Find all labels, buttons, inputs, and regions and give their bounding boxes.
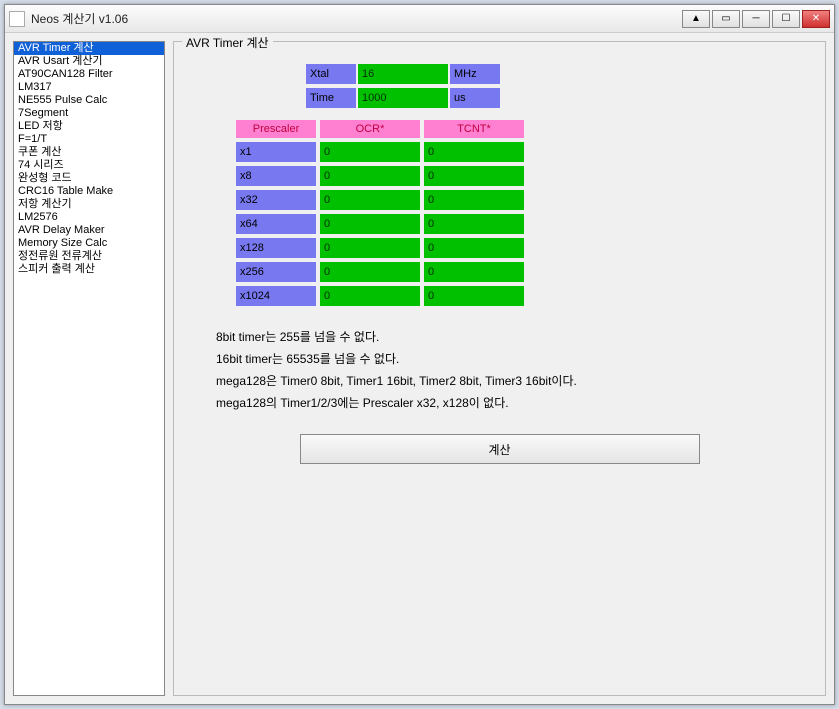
tcnt-cell: 0 xyxy=(424,142,524,162)
xtal-input[interactable] xyxy=(358,64,448,84)
note-line: 16bit timer는 65535를 넘을 수 없다. xyxy=(216,348,793,370)
main-panel: AVR Timer 계산 Xtal MHz Time us Pre xyxy=(173,41,826,696)
tcnt-cell: 0 xyxy=(424,262,524,282)
close-button[interactable]: ✕ xyxy=(802,10,830,28)
ocr-cell: 0 xyxy=(320,262,420,282)
app-window: Neos 계산기 v1.06 ▲ ▭ ─ ☐ ✕ AVR Timer 계산AVR… xyxy=(4,4,835,705)
app-icon xyxy=(9,11,25,27)
sidebar-item[interactable]: Memory Size Calc xyxy=(14,237,164,250)
tcnt-cell: 0 xyxy=(424,238,524,258)
sidebar-item[interactable]: 완성형 코드 xyxy=(14,172,164,185)
groupbox-legend: AVR Timer 계산 xyxy=(182,34,273,51)
tcnt-cell: 0 xyxy=(424,190,524,210)
time-row: Time us xyxy=(306,88,793,108)
sidebar-item[interactable]: 쿠폰 계산 xyxy=(14,146,164,159)
sidebar-item[interactable]: NE555 Pulse Calc xyxy=(14,94,164,107)
ocr-cell: 0 xyxy=(320,142,420,162)
sidebar-item[interactable]: CRC16 Table Make xyxy=(14,185,164,198)
sidebar-item[interactable]: AVR Usart 계산기 xyxy=(14,55,164,68)
window-title: Neos 계산기 v1.06 xyxy=(31,10,682,27)
sidebar-item[interactable]: 74 시리즈 xyxy=(14,159,164,172)
note-line: 8bit timer는 255를 넘을 수 없다. xyxy=(216,326,793,348)
note-line: mega128은 Timer0 8bit, Timer1 16bit, Time… xyxy=(216,370,793,392)
maximize-button[interactable]: ☐ xyxy=(772,10,800,28)
table-row: x12800 xyxy=(236,238,793,258)
xtal-unit: MHz xyxy=(450,64,500,84)
prescaler-cell: x128 xyxy=(236,238,316,258)
sidebar-item[interactable]: AT90CAN128 Filter xyxy=(14,68,164,81)
ocr-cell: 0 xyxy=(320,214,420,234)
tcnt-cell: 0 xyxy=(424,286,524,306)
sidebar-item[interactable]: 7Segment xyxy=(14,107,164,120)
content-area: AVR Timer 계산AVR Usart 계산기AT90CAN128 Filt… xyxy=(5,33,834,704)
titlebar-buttons: ▲ ▭ ─ ☐ ✕ xyxy=(682,10,830,28)
sidebar-item[interactable]: LED 저항 xyxy=(14,120,164,133)
sidebar-item[interactable]: AVR Timer 계산 xyxy=(14,42,164,55)
table-header-row: Prescaler OCR* TCNT* xyxy=(236,120,793,138)
sidebar-item[interactable]: 스피커 출력 계산 xyxy=(14,263,164,276)
sidebar-item[interactable]: LM2576 xyxy=(14,211,164,224)
form-area: Xtal MHz Time us Prescaler OCR* TCNT* xyxy=(186,54,813,474)
time-label: Time xyxy=(306,88,356,108)
header-prescaler: Prescaler xyxy=(236,120,316,138)
ocr-cell: 0 xyxy=(320,286,420,306)
xtal-row: Xtal MHz xyxy=(306,64,793,84)
sidebar-item[interactable]: AVR Delay Maker xyxy=(14,224,164,237)
groupbox: AVR Timer 계산 Xtal MHz Time us Pre xyxy=(173,41,826,696)
sidebar-item[interactable]: 정전류원 전류계산 xyxy=(14,250,164,263)
header-tcnt: TCNT* xyxy=(424,120,524,138)
xtal-label: Xtal xyxy=(306,64,356,84)
time-unit: us xyxy=(450,88,500,108)
note-line: mega128의 Timer1/2/3에는 Prescaler x32, x12… xyxy=(216,392,793,414)
time-input[interactable] xyxy=(358,88,448,108)
table-row: x3200 xyxy=(236,190,793,210)
prescaler-cell: x1 xyxy=(236,142,316,162)
sidebar-item[interactable]: F=1/T xyxy=(14,133,164,146)
sidebar-item[interactable]: 저항 계산기 xyxy=(14,198,164,211)
table-row: x6400 xyxy=(236,214,793,234)
rollup-button[interactable]: ▲ xyxy=(682,10,710,28)
tcnt-cell: 0 xyxy=(424,214,524,234)
notes-area: 8bit timer는 255를 넘을 수 없다.16bit timer는 65… xyxy=(216,326,793,414)
sidebar-item[interactable]: LM317 xyxy=(14,81,164,94)
ocr-cell: 0 xyxy=(320,166,420,186)
prescaler-cell: x32 xyxy=(236,190,316,210)
table-row: x102400 xyxy=(236,286,793,306)
table-row: x25600 xyxy=(236,262,793,282)
prescaler-cell: x256 xyxy=(236,262,316,282)
table-row: x100 xyxy=(236,142,793,162)
sidebar-list[interactable]: AVR Timer 계산AVR Usart 계산기AT90CAN128 Filt… xyxy=(13,41,165,696)
ocr-cell: 0 xyxy=(320,238,420,258)
prescaler-cell: x64 xyxy=(236,214,316,234)
table-row: x800 xyxy=(236,166,793,186)
titlebar: Neos 계산기 v1.06 ▲ ▭ ─ ☐ ✕ xyxy=(5,5,834,33)
header-ocr: OCR* xyxy=(320,120,420,138)
ocr-cell: 0 xyxy=(320,190,420,210)
minimize-button[interactable]: ─ xyxy=(742,10,770,28)
prescaler-cell: x1024 xyxy=(236,286,316,306)
calculate-button[interactable]: 계산 xyxy=(300,434,700,464)
tcnt-cell: 0 xyxy=(424,166,524,186)
tray-button[interactable]: ▭ xyxy=(712,10,740,28)
prescaler-table: Prescaler OCR* TCNT* x100x800x3200x6400x… xyxy=(236,120,793,306)
prescaler-cell: x8 xyxy=(236,166,316,186)
